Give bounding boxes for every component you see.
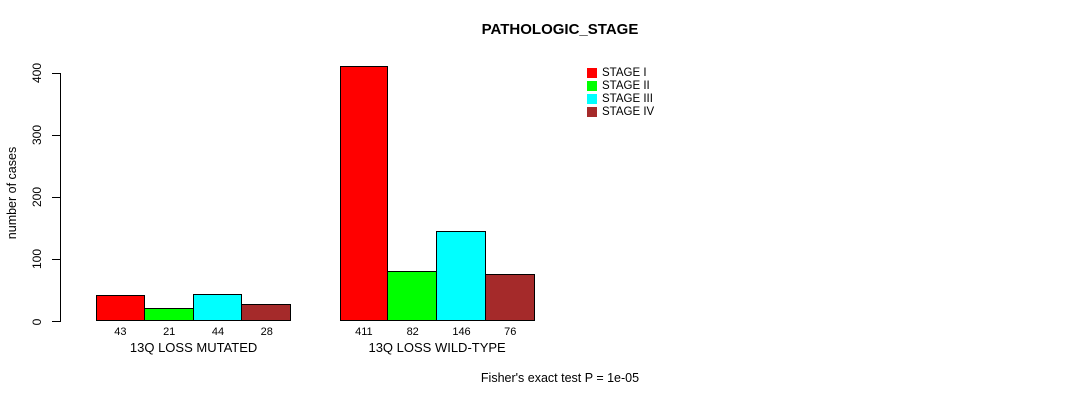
y-axis-label: number of cases xyxy=(5,146,19,240)
bar-value-label: 28 xyxy=(260,326,273,338)
legend-swatch-icon xyxy=(587,106,597,117)
y-tick-label: 0 xyxy=(30,318,44,325)
bar-value-label: 76 xyxy=(504,326,517,338)
bar-stage-iii xyxy=(436,230,486,322)
y-tick-label: 200 xyxy=(30,187,44,208)
legend-label: STAGE I xyxy=(602,66,647,79)
y-tick-mark xyxy=(52,134,61,136)
bar-stage-ii xyxy=(143,308,194,322)
bar-value-label: 411 xyxy=(355,326,373,338)
bar-value-label: 43 xyxy=(114,326,127,338)
bar-stage-ii xyxy=(387,270,438,322)
bar-stage-i xyxy=(339,66,389,322)
legend-swatch-icon xyxy=(587,80,597,91)
bar-value-label: 44 xyxy=(211,326,225,338)
legend: STAGE I STAGE II STAGE III STAGE IV xyxy=(587,66,654,118)
bar-stage-iii xyxy=(192,294,243,322)
y-tick-label: 300 xyxy=(30,125,44,146)
chart-title: PATHOLOGIC_STAGE xyxy=(481,21,639,38)
bar-stage-iv xyxy=(484,274,535,322)
legend-item: STAGE I xyxy=(587,66,654,79)
category-label: 13Q LOSS MUTATED xyxy=(129,340,258,355)
y-tick-mark xyxy=(52,196,61,198)
bar-value-label: 21 xyxy=(163,326,176,338)
bar-stage-i xyxy=(96,294,145,322)
category-label: 13Q LOSS WILD-TYPE xyxy=(368,340,506,355)
y-tick-mark xyxy=(52,321,61,322)
legend-item: STAGE IV xyxy=(587,105,654,118)
bar-stage-iv xyxy=(241,304,292,322)
y-tick-label: 400 xyxy=(30,62,44,84)
y-tick-label: 100 xyxy=(30,249,44,270)
legend-label: STAGE III xyxy=(602,92,653,105)
legend-item: STAGE II xyxy=(587,79,654,92)
legend-swatch-icon xyxy=(587,93,597,104)
legend-label: STAGE IV xyxy=(602,105,655,118)
legend-swatch-icon xyxy=(587,67,597,78)
bar-value-label: 146 xyxy=(452,326,471,338)
annotation-fisher-test: Fisher's exact test P = 1e-05 xyxy=(480,371,640,385)
legend-item: STAGE III xyxy=(587,92,654,105)
y-tick-mark xyxy=(52,72,61,74)
legend-label: STAGE II xyxy=(602,79,650,92)
bar-value-label: 82 xyxy=(406,326,419,338)
y-tick-mark xyxy=(52,258,61,260)
